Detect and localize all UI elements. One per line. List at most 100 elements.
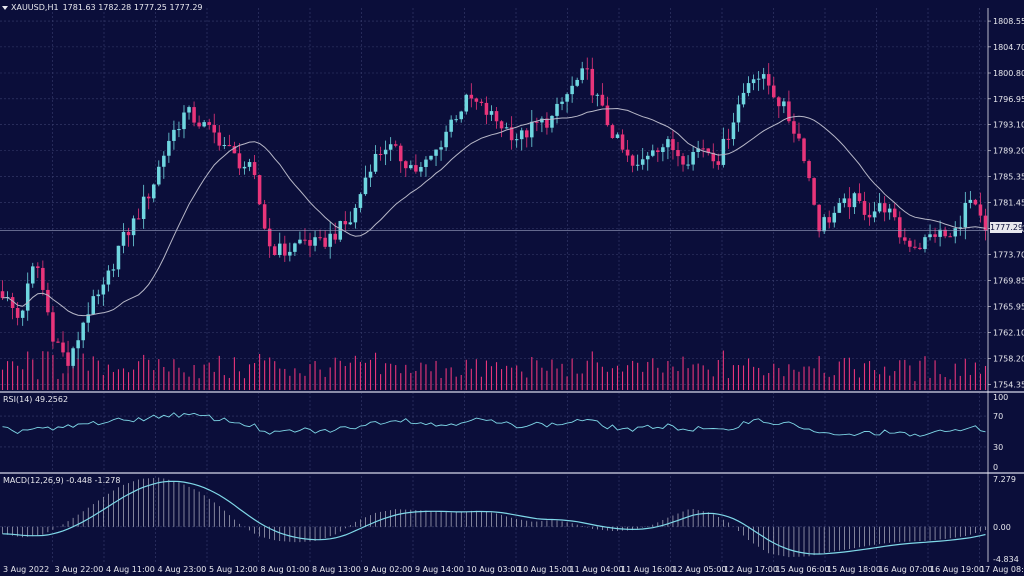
candle [756, 78, 761, 80]
candle [923, 237, 927, 250]
current-price-tag: 1777.29 [990, 222, 1024, 233]
candle [393, 144, 398, 146]
dropdown-icon[interactable] [2, 5, 8, 10]
macd-tick-label: 0.00 [993, 523, 1011, 532]
candle [973, 199, 978, 205]
candle [903, 237, 907, 241]
macd-label: MACD(12,26,9) -0.448 -1.278 [3, 476, 121, 485]
rsi-label: RSI(14) 49.2562 [3, 395, 69, 404]
candle [882, 203, 887, 213]
candle [368, 171, 373, 178]
candle [842, 198, 847, 204]
candle [373, 153, 378, 172]
candle [696, 148, 700, 152]
candle [867, 214, 872, 218]
candle [20, 310, 25, 318]
candle [711, 152, 716, 162]
x-tick-label: 3 Aug 22:00 [55, 565, 104, 574]
candle [892, 208, 897, 218]
axes: 3 Aug 2022 3 Aug 22:00 4 Aug 11:00 4 Aug 23… [0, 8, 1024, 574]
y-tick-label: 1762.10 [993, 328, 1024, 337]
candle [247, 162, 252, 167]
candle [409, 165, 413, 169]
candle [419, 166, 423, 172]
x-tick-label: 12 Aug 05:00 [673, 565, 727, 574]
candle [192, 107, 196, 123]
candle [595, 94, 600, 96]
y-tick-label: 1800.80 [993, 69, 1024, 78]
candle [721, 138, 726, 165]
rsi-tick-label: 70 [993, 412, 1003, 421]
y-tick-label: 1804.70 [993, 43, 1024, 52]
candle [489, 111, 494, 115]
candle [525, 130, 529, 138]
candle [676, 150, 680, 157]
candle [464, 94, 469, 112]
x-tick-label: 4 Aug 11:00 [106, 565, 155, 574]
candle [887, 208, 892, 213]
candle [151, 184, 156, 199]
candle [797, 133, 801, 139]
candle [837, 203, 842, 213]
candle [0, 291, 5, 298]
candle [731, 122, 736, 140]
candle [343, 221, 348, 225]
candle [318, 237, 322, 239]
candle [872, 211, 877, 218]
moving-average [2, 107, 986, 317]
chart-header[interactable]: XAUUSD,H1 1781.63 1782.28 1777.25 1777.29 [2, 3, 207, 12]
candle [938, 229, 942, 237]
candle [257, 175, 262, 205]
candle [313, 237, 317, 246]
candle [262, 204, 267, 229]
x-tick-label: 11 Aug 04:00 [570, 565, 624, 574]
candle [212, 125, 216, 133]
candle [741, 92, 746, 105]
candle [41, 267, 45, 290]
candle [449, 119, 453, 132]
candle [968, 199, 973, 203]
y-tick-label: 1796.95 [993, 95, 1024, 104]
candle [51, 312, 55, 342]
candle [131, 218, 136, 236]
candle [877, 203, 882, 212]
candle [227, 145, 232, 147]
candle [681, 156, 685, 165]
candle [726, 138, 731, 140]
y-tick-label: 1789.20 [993, 147, 1024, 156]
candle [116, 245, 121, 270]
candle [222, 145, 227, 147]
candle [600, 94, 605, 106]
candle [328, 233, 332, 247]
candle [267, 228, 272, 247]
candle [474, 98, 479, 102]
candle [177, 129, 181, 131]
candle [827, 217, 831, 223]
candle [126, 231, 131, 236]
candle [978, 204, 983, 216]
candle [283, 243, 287, 256]
candle [202, 122, 206, 127]
y-tick-label: 1754.35 [993, 380, 1024, 389]
candle [822, 217, 826, 232]
candle [172, 129, 176, 141]
candle [782, 101, 786, 107]
candle [358, 194, 363, 208]
candle [141, 196, 146, 219]
candle [414, 165, 418, 172]
candle [46, 289, 50, 313]
x-tick-label: 17 Aug 08:00 [980, 565, 1024, 574]
candle [761, 74, 766, 79]
candle [625, 149, 630, 156]
candle [852, 193, 857, 208]
candle [121, 231, 126, 246]
y-tick-label: 1773.70 [993, 251, 1024, 260]
candle [545, 118, 549, 128]
candle [651, 150, 655, 156]
candle [928, 234, 932, 238]
candle [766, 74, 771, 86]
candle [847, 198, 852, 208]
candle [71, 348, 75, 366]
candle [353, 207, 358, 223]
